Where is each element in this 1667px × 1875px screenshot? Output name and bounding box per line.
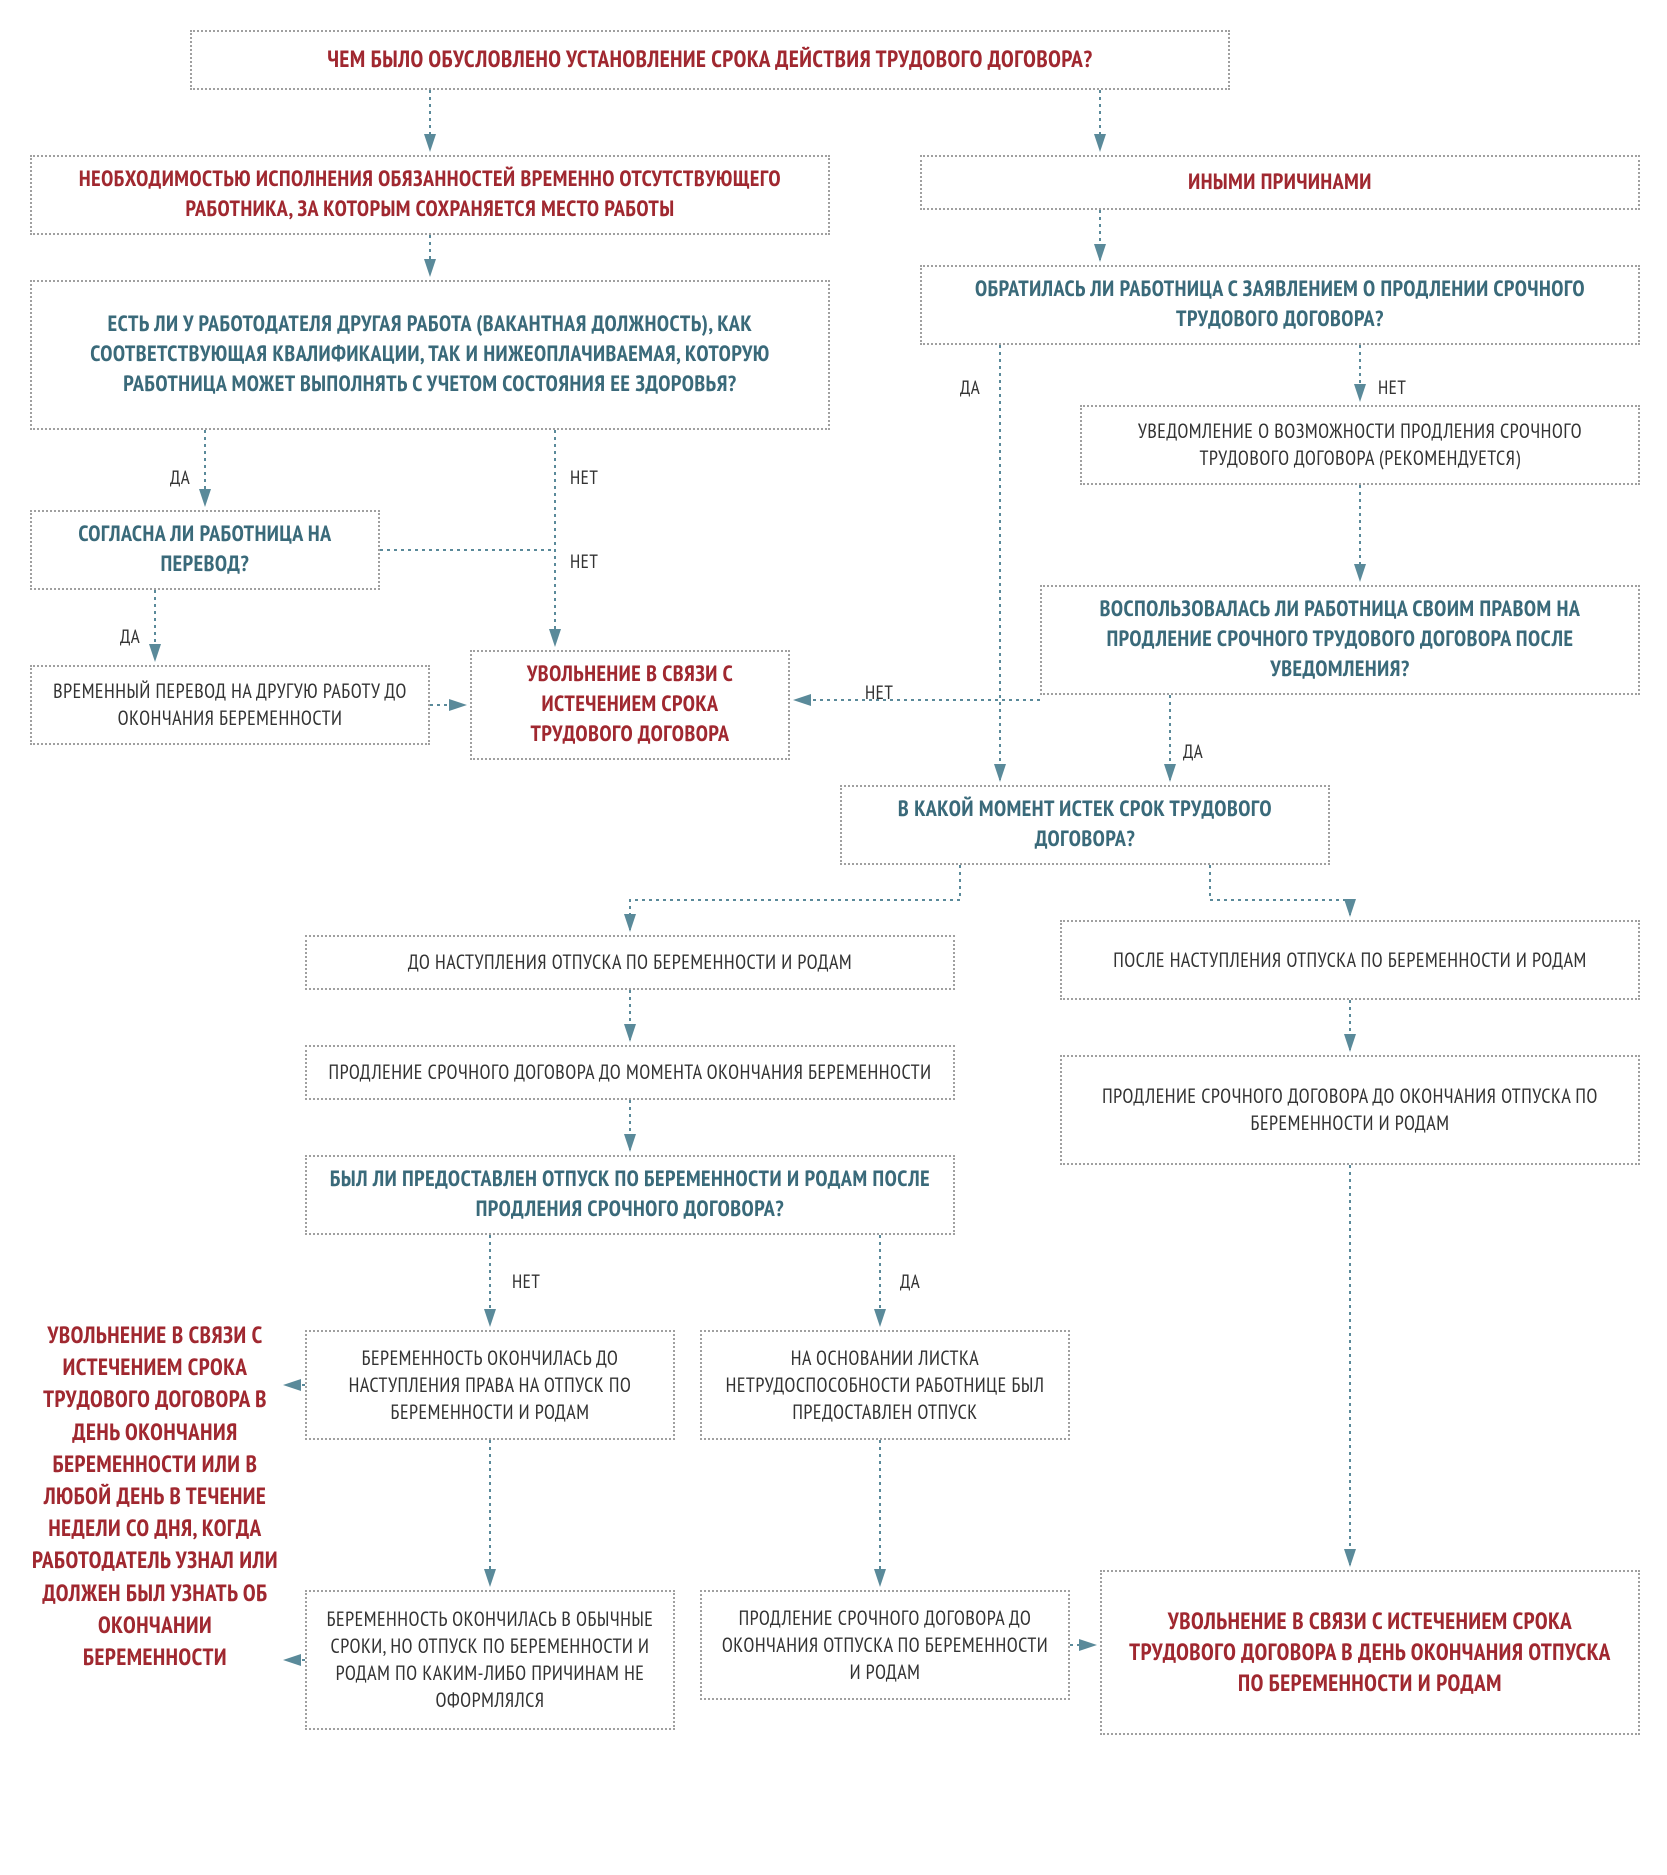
node-text: ИНЫМИ ПРИЧИНАМИ: [1188, 168, 1372, 198]
node-extend-leave2: ПРОДЛЕНИЕ СРОЧНОГО ДОГОВОРА ДО ОКОНЧАНИЯ…: [700, 1590, 1070, 1700]
node-termination: УВОЛЬНЕНИЕ В СВЯЗИ С ИСТЕЧЕНИЕМ СРОКА ТР…: [470, 650, 790, 760]
node-leave-granted: БЫЛ ЛИ ПРЕДОСТАВЛЕН ОТПУСК ПО БЕРЕМЕННОС…: [305, 1155, 955, 1235]
node-text: БЕРЕМЕННОСТЬ ОКОНЧИЛАСЬ ДО НАСТУПЛЕНИЯ П…: [325, 1345, 655, 1426]
node-applied-extension: ОБРАТИЛАСЬ ЛИ РАБОТНИЦА С ЗАЯВЛЕНИЕМ О П…: [920, 265, 1640, 345]
label-yes: ДА: [900, 1270, 920, 1294]
label-yes: ДА: [1183, 740, 1203, 764]
label-no: НЕТ: [865, 681, 893, 705]
node-other-job: ЕСТЬ ЛИ У РАБОТОДАТЕЛЯ ДРУГАЯ РАБОТА (ВА…: [30, 280, 830, 430]
node-text: УВОЛЬНЕНИЕ В СВЯЗИ С ИСТЕЧЕНИЕМ СРОКА ТР…: [32, 1321, 278, 1672]
node-text: УВЕДОМЛЕНИЕ О ВОЗМОЖНОСТИ ПРОДЛЕНИЯ СРОЧ…: [1100, 418, 1620, 472]
node-text: БЕРЕМЕННОСТЬ ОКОНЧИЛАСЬ В ОБЫЧ­НЫЕ СРОКИ…: [325, 1606, 655, 1714]
node-text: ПРОДЛЕНИЕ СРОЧНОГО ДОГОВОРА ДО ОКОНЧАНИЯ…: [1080, 1083, 1620, 1137]
node-reason-temp: НЕОБХОДИМОСТЬЮ ИСПОЛНЕНИЯ ОБЯЗАННОСТЕЙ В…: [30, 155, 830, 235]
label-no: НЕТ: [512, 1270, 540, 1294]
node-text: ДО НАСТУПЛЕНИЯ ОТПУСКА ПО БЕРЕМЕННОСТИ И…: [408, 949, 852, 976]
node-ended-before: БЕРЕМЕННОСТЬ ОКОНЧИЛАСЬ ДО НАСТУПЛЕНИЯ П…: [305, 1330, 675, 1440]
label-no: НЕТ: [1378, 376, 1406, 400]
node-agree-transfer: СОГЛАСНА ЛИ РАБОТНИЦА НА ПЕРЕВОД?: [30, 510, 380, 590]
node-temp-transfer: ВРЕМЕННЫЙ ПЕРЕВОД НА ДРУГУЮ РАБОТУ ДО ОК…: [30, 665, 430, 745]
node-text: НЕОБХОДИМОСТЬЮ ИСПОЛНЕНИЯ ОБЯЗАННОСТЕЙ В…: [50, 165, 810, 224]
node-text: СОГЛАСНА ЛИ РАБОТНИЦА НА ПЕРЕВОД?: [50, 520, 360, 579]
node-text: БЫЛ ЛИ ПРЕДОСТАВЛЕН ОТПУСК ПО БЕРЕМЕННОС…: [325, 1165, 935, 1224]
node-text: ЕСТЬ ЛИ У РАБОТОДАТЕЛЯ ДРУГАЯ РАБОТА (ВА…: [50, 310, 810, 399]
label-yes: ДА: [960, 376, 980, 400]
label-yes: ДА: [170, 466, 190, 490]
node-notification: УВЕДОМЛЕНИЕ О ВОЗМОЖНОСТИ ПРОДЛЕНИЯ СРОЧ…: [1080, 405, 1640, 485]
node-leave-given: НА ОСНОВАНИИ ЛИСТКА НЕТРУДОСПОСОБНОСТИ Р…: [700, 1330, 1070, 1440]
node-text: ПРОДЛЕНИЕ СРОЧНОГО ДОГОВОРА ДО МОМЕНТА О…: [329, 1059, 932, 1086]
node-text: УВОЛЬНЕНИЕ В СВЯЗИ С ИСТЕЧЕНИЕМ СРОКА ТР…: [1120, 1606, 1620, 1699]
node-extend-pregnancy: ПРОДЛЕНИЕ СРОЧНОГО ДОГОВОРА ДО МОМЕНТА О…: [305, 1045, 955, 1100]
label-no: НЕТ: [570, 550, 598, 574]
node-text: ВОСПОЛЬЗОВАЛАСЬ ЛИ РАБОТНИЦА СВОИМ ПРАВО…: [1060, 595, 1620, 684]
node-text: ПОСЛЕ НАСТУПЛЕНИЯ ОТПУСКА ПО БЕРЕМЕННОСТ…: [1113, 947, 1587, 974]
node-termination-pregnancy: УВОЛЬНЕНИЕ В СВЯЗИ С ИСТЕЧЕНИЕМ СРОКА ТР…: [30, 1320, 280, 1674]
node-termination-leave: УВОЛЬНЕНИЕ В СВЯЗИ С ИСТЕЧЕНИЕМ СРОКА ТР…: [1100, 1570, 1640, 1735]
node-when-expire: В КАКОЙ МОМЕНТ ИСТЕК СРОК ТРУДОВОГО ДОГО…: [840, 785, 1330, 865]
node-before-leave: ДО НАСТУПЛЕНИЯ ОТПУСКА ПО БЕРЕМЕННОСТИ И…: [305, 935, 955, 990]
label-no: НЕТ: [570, 466, 598, 490]
node-reason-other: ИНЫМИ ПРИЧИНАМИ: [920, 155, 1640, 210]
node-after-leave: ПОСЛЕ НАСТУПЛЕНИЯ ОТПУСКА ПО БЕРЕМЕННОСТ…: [1060, 920, 1640, 1000]
node-text: ВРЕМЕННЫЙ ПЕРЕВОД НА ДРУГУЮ РАБОТУ ДО ОК…: [50, 678, 410, 732]
label-yes: ДА: [120, 625, 140, 649]
node-text: НА ОСНОВАНИИ ЛИСТКА НЕТРУДОСПОСОБНОСТИ Р…: [720, 1345, 1050, 1426]
node-text: ЧЕМ БЫЛО ОБУСЛОВЛЕНО УСТАНОВЛЕНИЕ СРОКА …: [327, 44, 1092, 75]
node-start: ЧЕМ БЫЛО ОБУСЛОВЛЕНО УСТАНОВЛЕНИЕ СРОКА …: [190, 30, 1230, 90]
node-ended-normal: БЕРЕМЕННОСТЬ ОКОНЧИЛАСЬ В ОБЫЧ­НЫЕ СРОКИ…: [305, 1590, 675, 1730]
node-text: ПРОДЛЕНИЕ СРОЧНОГО ДОГОВОРА ДО ОКОНЧАНИЯ…: [720, 1605, 1050, 1686]
node-extend-leave: ПРОДЛЕНИЕ СРОЧНОГО ДОГОВОРА ДО ОКОНЧАНИЯ…: [1060, 1055, 1640, 1165]
node-text: В КАКОЙ МОМЕНТ ИСТЕК СРОК ТРУДОВОГО ДОГО…: [860, 795, 1310, 854]
node-used-right: ВОСПОЛЬЗОВАЛАСЬ ЛИ РАБОТНИЦА СВОИМ ПРАВО…: [1040, 585, 1640, 695]
node-text: ОБРАТИЛАСЬ ЛИ РАБОТНИЦА С ЗАЯВЛЕНИЕМ О П…: [940, 275, 1620, 334]
node-text: УВОЛЬНЕНИЕ В СВЯЗИ С ИСТЕЧЕНИЕМ СРОКА ТР…: [490, 660, 770, 749]
